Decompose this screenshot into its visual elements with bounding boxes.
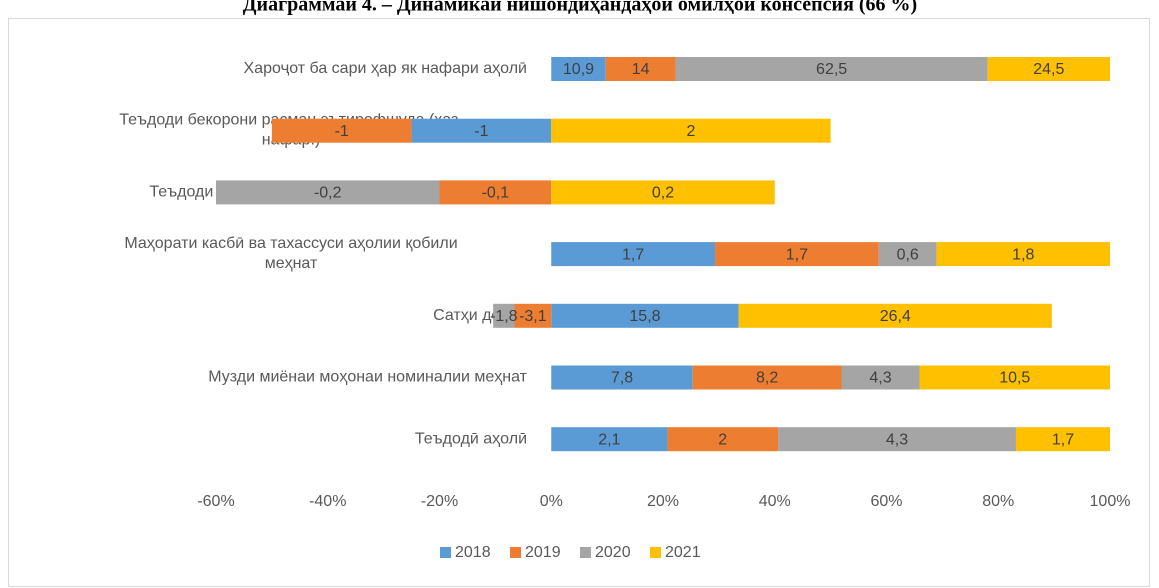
x-tick-label: 0% (540, 493, 563, 510)
x-tick-label: 60% (870, 493, 902, 510)
chart-frame (8, 18, 1150, 587)
data-label: 2 (686, 123, 695, 140)
x-tick-label: -40% (309, 493, 346, 510)
data-label: -3,1 (519, 308, 547, 325)
bar-segment (551, 365, 693, 390)
bar-segment (551, 303, 739, 328)
bar-segment (987, 57, 1110, 81)
bar-segment (692, 365, 842, 390)
x-tick-label: 20% (647, 493, 679, 510)
bar-segment (551, 242, 716, 267)
data-label: 4,3 (869, 370, 891, 387)
category-label: Хароҷот ба сари ҳар як нафари аҳолӣ (244, 60, 528, 77)
bar-segment (493, 303, 515, 328)
data-label: -1 (474, 123, 488, 140)
legend-label: 2021 (665, 544, 701, 561)
legend-swatch (510, 547, 521, 558)
legend-label: 2020 (595, 544, 631, 561)
bar-segment (439, 180, 552, 205)
x-tick-label: 100% (1090, 493, 1131, 510)
bar-segment (738, 303, 1052, 328)
bar-segment (551, 180, 775, 205)
bar-segment (551, 118, 831, 143)
data-label: -0,1 (482, 185, 510, 202)
bar-segment (715, 242, 879, 267)
bar-segment (778, 427, 1016, 452)
data-label: 8,2 (756, 370, 778, 387)
data-label: 1,7 (1052, 431, 1074, 448)
data-label: 62,5 (816, 61, 847, 78)
category-label: Музди миёнаи моҳонаи номиналии меҳнат (208, 369, 527, 386)
data-label: -1,8 (490, 308, 518, 325)
data-label: 2,1 (598, 431, 620, 448)
bar-segment (551, 427, 668, 452)
bar-segment (936, 242, 1110, 267)
data-label: 14 (632, 61, 650, 78)
bar-segment (1015, 427, 1110, 452)
data-label: 0,6 (897, 246, 919, 263)
bar-segment (216, 180, 440, 205)
bar-segment (551, 57, 606, 81)
bar-segment (919, 365, 1110, 390)
bar-segment (605, 57, 676, 81)
data-label: 0,2 (652, 185, 674, 202)
bar-segment (841, 365, 920, 390)
category-label: Теъдодӣ аҳолӣ (415, 430, 527, 447)
data-label: 2 (718, 431, 727, 448)
data-label: 4,3 (886, 431, 908, 448)
bar-segment (514, 303, 552, 328)
legend-swatch (440, 547, 451, 558)
category-label: Маҳорати касбӣ ва тахассуси аҳолии қобил… (124, 235, 457, 272)
bar-segment (878, 242, 937, 267)
data-label: 26,4 (880, 308, 911, 325)
x-tick-label: -60% (197, 493, 234, 510)
legend-item: 2019 (510, 544, 561, 561)
bar-segment (271, 118, 412, 143)
legend-item: 2018 (440, 544, 491, 561)
chart-title: Диаграммаи 4. – Динамикаи нишондиҳандаҳо… (243, 0, 917, 16)
data-label: -1 (335, 123, 349, 140)
data-label: -0,2 (314, 185, 342, 202)
data-label: 10,5 (999, 370, 1030, 387)
bar-segment (411, 118, 552, 143)
bar-segment (667, 427, 779, 452)
data-label: 1,7 (622, 246, 644, 263)
data-label: 24,5 (1033, 61, 1064, 78)
legend-swatch (580, 547, 591, 558)
legend-swatch (650, 547, 661, 558)
legend-label: 2019 (525, 544, 561, 561)
x-tick-label: 40% (759, 493, 791, 510)
x-tick-label: -20% (421, 493, 458, 510)
data-label: 15,8 (629, 308, 660, 325)
x-tick-label: 80% (982, 493, 1014, 510)
legend-item: 2021 (650, 544, 701, 561)
data-label: 1,8 (1012, 246, 1034, 263)
legend-label: 2018 (455, 544, 491, 561)
data-label: 10,9 (563, 61, 594, 78)
data-label: 1,7 (786, 246, 808, 263)
bar-segment (675, 57, 988, 81)
legend-item: 2020 (580, 544, 631, 561)
data-label: 7,8 (611, 370, 633, 387)
